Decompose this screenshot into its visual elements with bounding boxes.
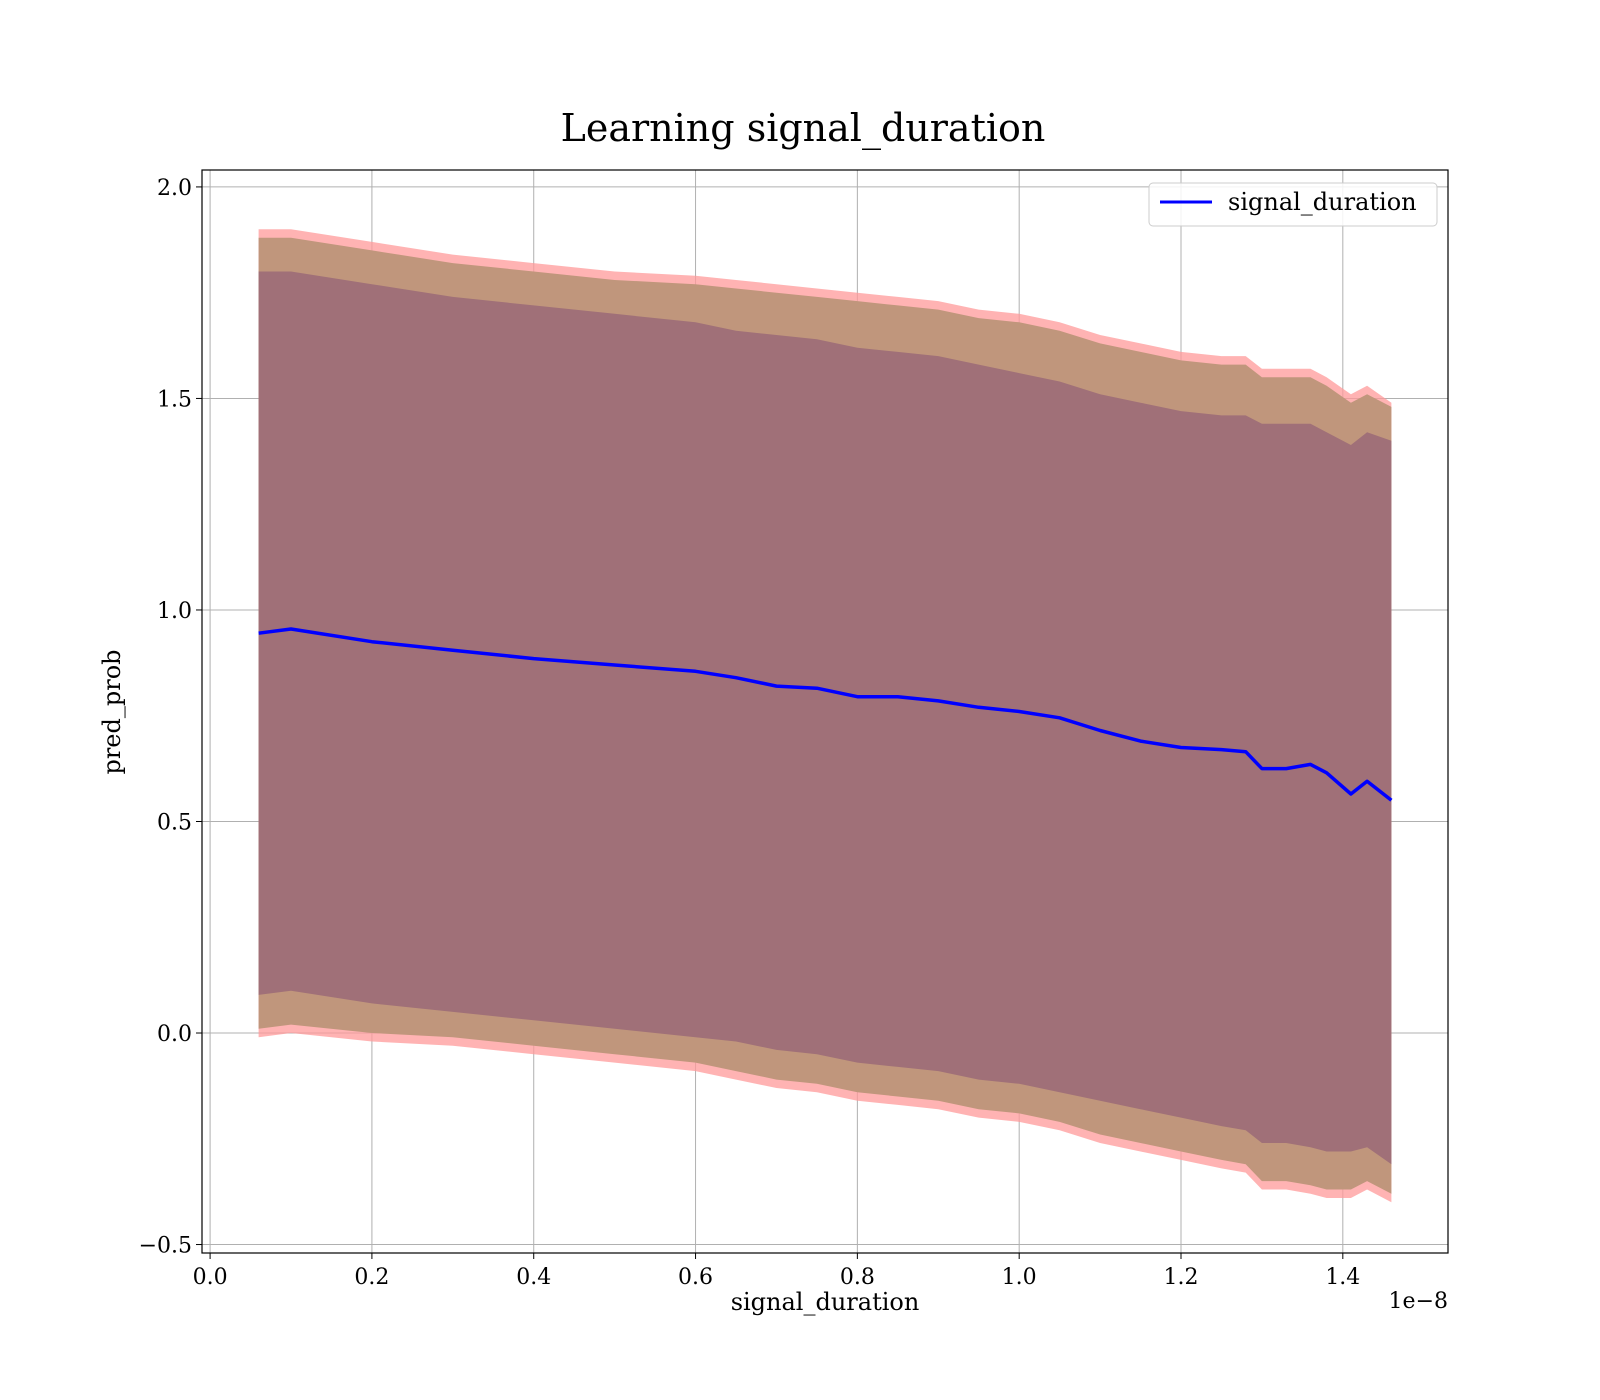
x-tick-label: 1.0: [1002, 1265, 1037, 1290]
x-tick-label: 0.0: [193, 1265, 228, 1290]
y-tick-label: 0.0: [157, 1022, 192, 1047]
y-tick-label: 1.0: [157, 599, 192, 624]
legend: signal_duration: [1148, 182, 1438, 227]
series-line-1: [258, 627, 1393, 802]
x-tick-label: 1.4: [1325, 1265, 1360, 1290]
x-tick-label: 0.8: [840, 1265, 875, 1290]
x-tick-label: 0.4: [516, 1265, 551, 1290]
y-ticks: −0.5 0.0 0.5 1.0 1.5 2.0: [139, 176, 202, 1259]
x-axis-label: signal_duration: [731, 1288, 920, 1316]
x-offset-label: 1e−8: [1389, 1289, 1448, 1314]
y-tick-label: 2.0: [157, 176, 192, 201]
confidence-band-3: [258, 271, 1392, 1165]
legend-label: signal_duration: [1228, 188, 1417, 216]
series-lines: [258, 627, 1393, 802]
chart-title: Learning signal_duration: [561, 106, 1046, 151]
y-tick-label: −0.5: [139, 1234, 192, 1259]
legend-box: [1148, 182, 1438, 227]
x-tick-label: 0.2: [354, 1265, 389, 1290]
confidence-bands: [258, 229, 1392, 1203]
plot-frame: [201, 169, 1449, 1254]
y-axis-label: pred_prob: [98, 649, 126, 774]
y-tick-label: 0.5: [157, 810, 192, 835]
x-tick-label: 0.6: [678, 1265, 713, 1290]
x-ticks: 0.0 0.2 0.4 0.6 0.8 1.0 1.2 1.4: [193, 1253, 1360, 1290]
y-tick-label: 1.5: [157, 387, 192, 412]
x-tick-label: 1.2: [1164, 1265, 1199, 1290]
